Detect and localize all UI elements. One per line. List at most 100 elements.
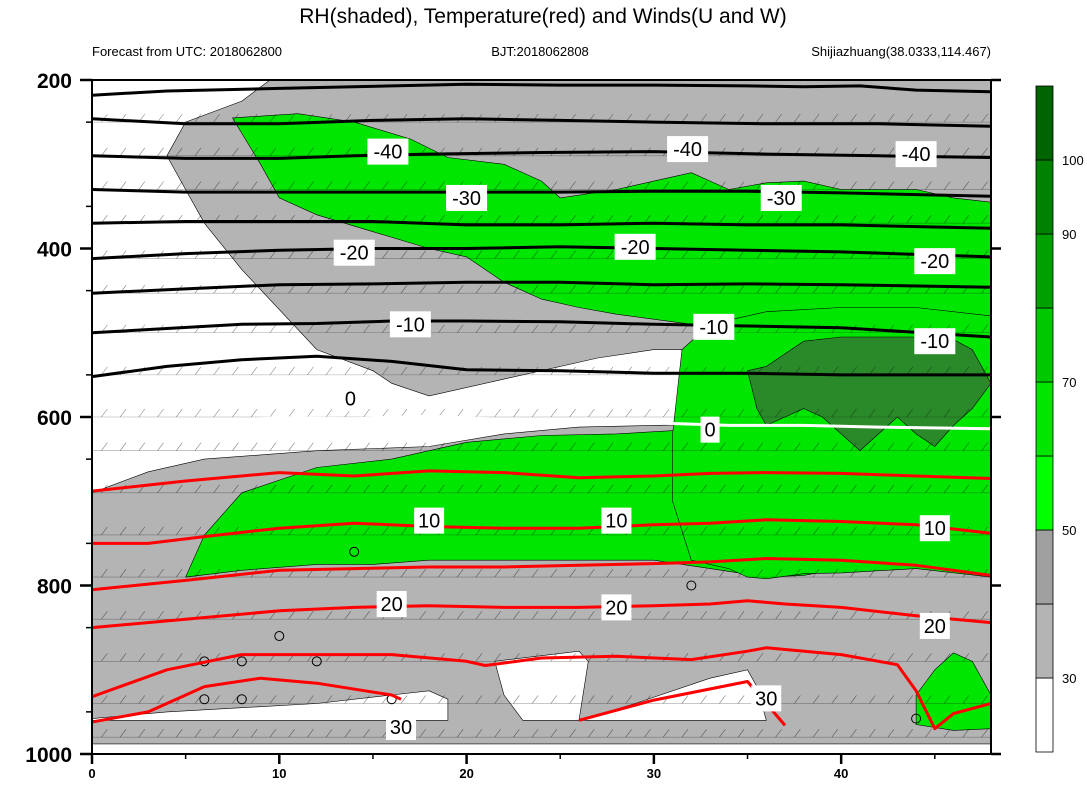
wind-barb [400, 484, 408, 494]
wind-barb [363, 408, 370, 418]
colorbar-box [1035, 455, 1054, 531]
wind-barb [831, 695, 839, 704]
isotherm-label: 10 [924, 518, 946, 540]
isotherm-label: -40 [673, 139, 702, 161]
wind-barb [157, 408, 164, 418]
wind-barb [475, 442, 483, 451]
wind-barb [176, 147, 183, 157]
wind-barb [250, 366, 258, 376]
wind-barb [288, 366, 295, 376]
wind-barb [906, 526, 913, 536]
wind-barb [307, 147, 314, 157]
wind-barb [513, 215, 520, 224]
wind-barb [943, 113, 951, 123]
wind-barb [719, 568, 726, 578]
wind-barb [157, 113, 164, 123]
wind-barb [925, 653, 932, 662]
wind-barb [887, 653, 895, 662]
wind-barb [531, 442, 539, 451]
colorbar-label: 70 [1062, 375, 1076, 390]
wind-barb [363, 324, 370, 333]
wind-barb [494, 442, 501, 451]
wind-barb [850, 728, 857, 738]
wind-barb [719, 695, 726, 704]
wind-barb [850, 611, 857, 620]
wind-barb [794, 215, 801, 224]
wind-barb [363, 728, 370, 738]
wind-barb [981, 728, 988, 738]
wind-barb [606, 442, 614, 451]
x-tick-label: 40 [834, 766, 848, 781]
isotherm-label-box [760, 184, 802, 211]
wind-barb [494, 324, 501, 333]
wind-barb [269, 484, 277, 494]
wind-barb [625, 181, 633, 190]
wind-barb [850, 484, 857, 494]
wind-barb [157, 484, 164, 494]
isotherm-25 [92, 646, 991, 731]
wind-barb [719, 442, 726, 451]
wind-barb [344, 324, 352, 333]
wind-barb [831, 181, 839, 190]
isotherm-label-box [376, 591, 407, 618]
wind-barb [325, 611, 333, 620]
wind-barb [494, 215, 501, 224]
wind-barb [569, 250, 576, 259]
wind-barb [269, 250, 277, 259]
wind-barb [288, 442, 295, 451]
isotherm-label-box [601, 507, 632, 534]
wind-barb [119, 611, 127, 620]
wind-barb [101, 181, 108, 190]
isotherm-label: -40 [373, 142, 402, 164]
isotherm-label-box [367, 138, 409, 165]
wind-barb [737, 215, 745, 224]
wind-barb [475, 215, 483, 224]
wind-barb [550, 484, 558, 494]
isotherm-label: -40 [902, 144, 931, 166]
wind-barb [869, 181, 876, 190]
wind-barb [812, 442, 820, 451]
wind-barb [719, 113, 726, 123]
wind-barb [232, 113, 239, 123]
wind-barb [737, 408, 745, 418]
wind-barb [550, 215, 558, 224]
wind-barb [269, 442, 277, 451]
wind-barb [550, 284, 558, 294]
wind-barb [606, 695, 614, 704]
wind-barb [887, 215, 895, 224]
wind-barb [850, 181, 857, 190]
wind-barb [569, 215, 576, 224]
wind-barb [644, 526, 651, 536]
wind-barb [531, 484, 539, 494]
wind-barb [625, 484, 633, 494]
wind-barb [250, 181, 258, 190]
isotherm--45 [92, 117, 991, 128]
wind-barb [419, 568, 427, 578]
wind-barb [494, 653, 501, 662]
wind-barb [831, 113, 839, 123]
isotherm-label: 30 [755, 688, 777, 710]
wind-barb [625, 568, 633, 578]
bjt-subtitle: BJT:2018062808 [491, 44, 589, 59]
wind-barb [269, 113, 277, 123]
wind-barb [794, 442, 801, 451]
wind-barb [925, 442, 932, 451]
wind-barb [794, 484, 801, 494]
isotherm-label-box [414, 507, 445, 534]
wind-barb [232, 147, 239, 157]
wind-barb [625, 215, 633, 224]
wind-barb [569, 484, 576, 494]
wind-barb [363, 695, 370, 704]
wind-barb [288, 284, 295, 294]
wind-barb [400, 568, 408, 578]
wind-barb [681, 526, 689, 536]
wind-barb [250, 442, 258, 451]
wind-barb [737, 526, 745, 536]
wind-barb [962, 484, 970, 494]
isotherm-label: 10 [418, 511, 440, 533]
wind-barb [606, 568, 614, 578]
wind-barb [194, 113, 202, 123]
wind-barb [269, 147, 277, 157]
wind-barb [194, 442, 202, 451]
wind-barb [363, 284, 370, 294]
